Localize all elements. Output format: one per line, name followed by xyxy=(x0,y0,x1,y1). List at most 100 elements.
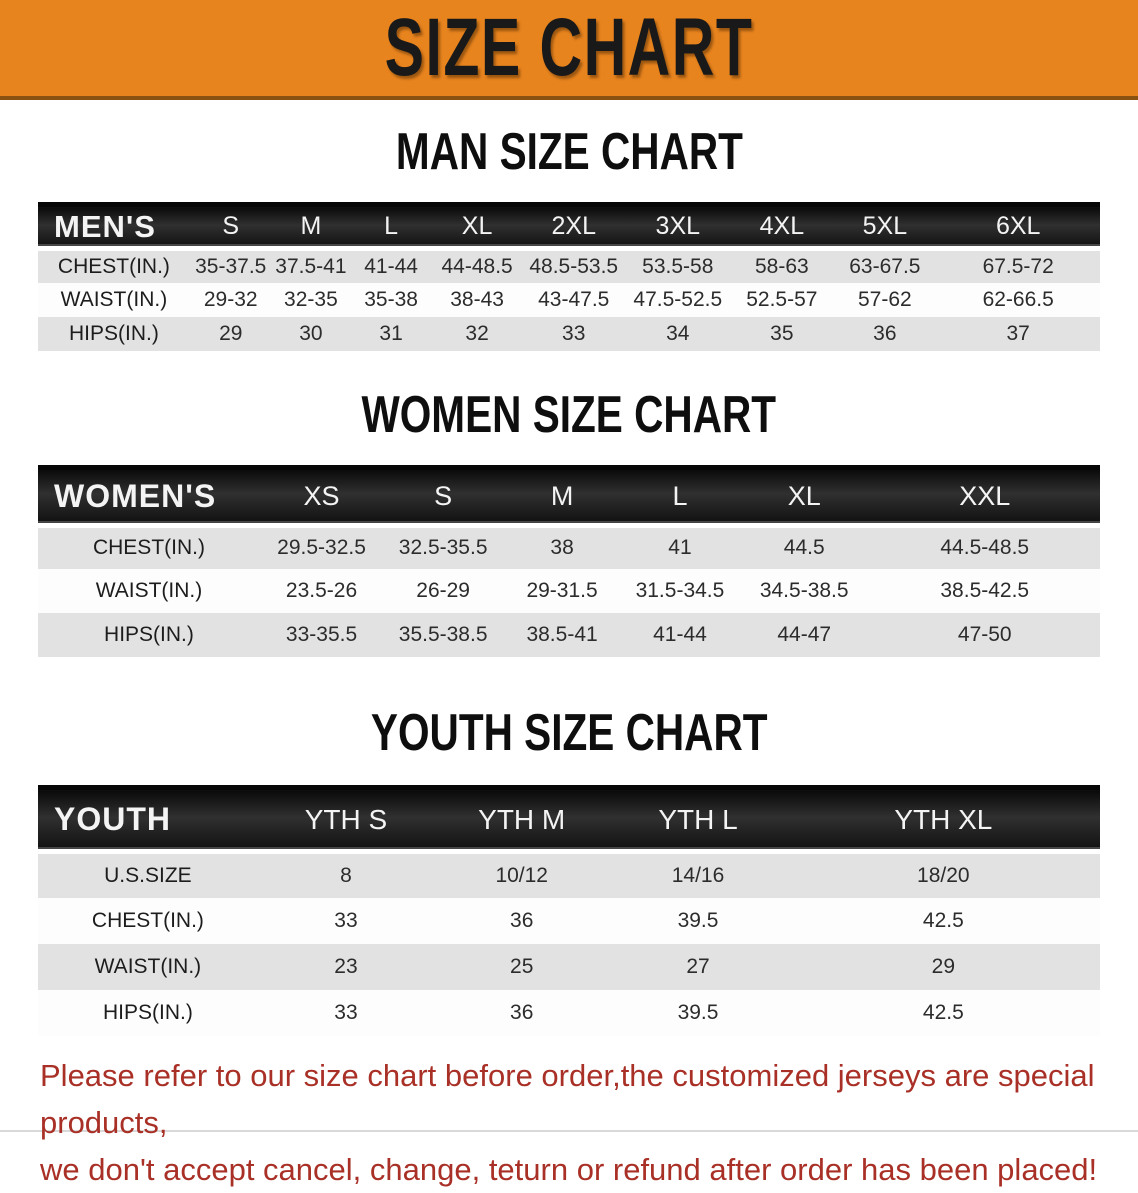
youth-size-table: YOUTH YTH S YTH M YTH L YTH XL U.S.SIZE 8 10/12… xyxy=(38,785,1100,1036)
measurement-row: WAIST(IN.) 23.5-26 26-29 29-31.5 31.5-34.5 34… xyxy=(38,569,1100,613)
measurement-row: CHEST(IN.) 35-37.5 37.5-41 41-44 44-48.5 48.5… xyxy=(38,248,1100,283)
men-size-table: MEN'S S M L XL 2XL 3XL 4XL 5XL 6XL CHEST(IN.) 35-37… xyxy=(38,202,1100,351)
size-column-header: 2XL xyxy=(522,202,626,251)
measurement-row: CHEST(IN.) 33 36 39.5 42.5 xyxy=(38,897,1100,944)
youth-section-heading: YOUTH SIZE CHART xyxy=(0,657,1138,785)
measurement-value: 33 xyxy=(522,316,626,351)
measurement-value: 35-37.5 xyxy=(189,248,272,283)
measurement-value: 34 xyxy=(625,316,731,351)
men-section-heading-text: MAN SIZE CHART xyxy=(395,123,743,181)
measurement-value: 42.5 xyxy=(786,897,1100,944)
size-column-header: YTH M xyxy=(434,785,610,854)
section-women: WOMEN SIZE CHART WOMEN'S XS S M L XL XXL CHEST(… xyxy=(0,351,1138,657)
measurement-value: 48.5-53.5 xyxy=(522,248,626,283)
measurement-value: 29-31.5 xyxy=(503,569,622,613)
measurement-value: 23 xyxy=(257,943,435,990)
measurement-value: 44.5-48.5 xyxy=(869,525,1100,569)
disclaimer-line-2: we don't accept cancel, change, teturn o… xyxy=(40,1151,1098,1187)
measurement-label: CHEST(IN.) xyxy=(38,248,190,283)
women-section-heading-text: WOMEN SIZE CHART xyxy=(361,385,777,444)
measurement-value: 14/16 xyxy=(609,851,787,898)
youth-table-wrap: YOUTH YTH S YTH M YTH L YTH XL U.S.SIZE 8 10/12… xyxy=(38,785,1100,1036)
section-men: MAN SIZE CHART MEN'S S M L XL 2XL 3XL 4XL 5XL 6XL… xyxy=(0,100,1138,351)
order-disclaimer: Please refer to our size chart before or… xyxy=(40,1052,1100,1193)
section-youth: YOUTH SIZE CHART YOUTH YTH S YTH M YTH L YTH… xyxy=(0,657,1138,1036)
measurement-value: 39.5 xyxy=(609,989,787,1036)
measurement-value: 44-48.5 xyxy=(431,248,523,283)
women-section-heading: WOMEN SIZE CHART xyxy=(0,351,1138,465)
measurement-value: 43-47.5 xyxy=(522,282,626,317)
measurement-row: CHEST(IN.) 29.5-32.5 32.5-35.5 38 41 44.5 44.5… xyxy=(38,525,1100,569)
measurement-value: 57-62 xyxy=(833,282,937,317)
measurement-value: 8 xyxy=(257,851,435,898)
men-table-wrap: MEN'S S M L XL 2XL 3XL 4XL 5XL 6XL CHEST(IN.) 35-37… xyxy=(38,202,1100,351)
measurement-value: 35 xyxy=(730,316,834,351)
measurement-value: 37.5-41 xyxy=(271,248,351,283)
size-column-header: 3XL xyxy=(625,202,731,251)
measurement-value: 30 xyxy=(271,316,351,351)
measurement-value: 37 xyxy=(936,316,1100,351)
women-size-table: WOMEN'S XS S M L XL XXL CHEST(IN.) 29.5-32.5 32.5… xyxy=(38,464,1100,657)
measurement-value: 38.5-42.5 xyxy=(869,569,1100,613)
size-column-header: YTH XL xyxy=(786,785,1100,854)
measurement-value: 26-29 xyxy=(383,569,504,613)
measurement-row: HIPS(IN.) 29 30 31 32 33 34 35 36 37 xyxy=(38,316,1100,351)
measurement-value: 29-32 xyxy=(189,282,272,317)
group-label: YOUTH xyxy=(38,785,258,854)
size-column-header: XL xyxy=(431,202,523,251)
measurement-value: 18/20 xyxy=(786,851,1100,898)
measurement-label: WAIST(IN.) xyxy=(38,569,260,613)
measurement-label: HIPS(IN.) xyxy=(38,316,190,351)
size-column-header: XL xyxy=(738,464,870,528)
measurement-value: 31 xyxy=(350,316,432,351)
size-column-header: L xyxy=(350,202,432,251)
size-column-header: YTH L xyxy=(609,785,787,854)
measurement-value: 10/12 xyxy=(434,851,610,898)
measurement-value: 62-66.5 xyxy=(936,282,1100,317)
measurement-value: 38 xyxy=(503,525,622,569)
measurement-label: WAIST(IN.) xyxy=(38,943,258,990)
measurement-value: 47.5-52.5 xyxy=(625,282,731,317)
size-column-header: 5XL xyxy=(833,202,937,251)
measurement-value: 38.5-41 xyxy=(503,613,622,657)
measurement-value: 42.5 xyxy=(786,989,1100,1036)
size-column-header: XXL xyxy=(869,464,1100,528)
measurement-value: 34.5-38.5 xyxy=(738,569,870,613)
measurement-row: WAIST(IN.) 29-32 32-35 35-38 38-43 43-47.5 47.… xyxy=(38,282,1100,317)
measurement-value: 52.5-57 xyxy=(730,282,834,317)
measurement-value: 29 xyxy=(786,943,1100,990)
measurement-value: 33 xyxy=(257,989,435,1036)
banner-title: SIZE CHART xyxy=(384,2,754,93)
measurement-value: 38-43 xyxy=(431,282,523,317)
measurement-label: CHEST(IN.) xyxy=(38,897,258,944)
measurement-value: 32-35 xyxy=(271,282,351,317)
size-column-header: M xyxy=(503,464,622,528)
measurement-value: 36 xyxy=(434,989,610,1036)
measurement-row: HIPS(IN.) 33-35.5 35.5-38.5 38.5-41 41-44 44-… xyxy=(38,613,1100,657)
size-column-header: 6XL xyxy=(936,202,1100,251)
measurement-label: CHEST(IN.) xyxy=(38,525,260,569)
measurement-value: 32 xyxy=(431,316,523,351)
size-header-row: MEN'S S M L XL 2XL 3XL 4XL 5XL 6XL xyxy=(38,202,1100,251)
measurement-value: 33-35.5 xyxy=(259,613,384,657)
measurement-label: WAIST(IN.) xyxy=(38,282,190,317)
disclaimer-line-1: Please refer to our size chart before or… xyxy=(40,1057,1095,1140)
group-label: MEN'S xyxy=(38,202,190,251)
measurement-value: 41-44 xyxy=(621,613,739,657)
men-section-heading: MAN SIZE CHART xyxy=(0,100,1138,202)
measurement-value: 53.5-58 xyxy=(625,248,731,283)
size-column-header: S xyxy=(189,202,272,251)
measurement-value: 33 xyxy=(257,897,435,944)
measurement-value: 67.5-72 xyxy=(936,248,1100,283)
measurement-value: 29.5-32.5 xyxy=(259,525,384,569)
measurement-value: 44.5 xyxy=(738,525,870,569)
measurement-label: HIPS(IN.) xyxy=(38,989,258,1036)
measurement-value: 44-47 xyxy=(738,613,870,657)
size-column-header: L xyxy=(621,464,739,528)
women-table-wrap: WOMEN'S XS S M L XL XXL CHEST(IN.) 29.5-32.5 32.5… xyxy=(38,464,1100,657)
measurement-value: 41-44 xyxy=(350,248,432,283)
size-column-header: 4XL xyxy=(730,202,834,251)
measurement-label: HIPS(IN.) xyxy=(38,613,260,657)
measurement-value: 31.5-34.5 xyxy=(621,569,739,613)
measurement-value: 35.5-38.5 xyxy=(383,613,504,657)
